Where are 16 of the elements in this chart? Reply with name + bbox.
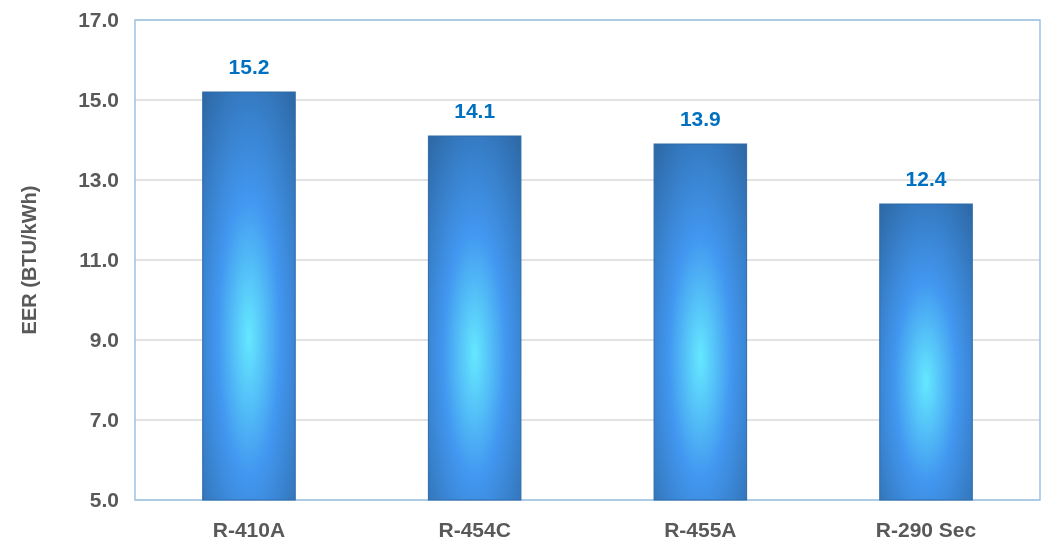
data-label: 15.2	[228, 55, 270, 78]
x-tick-label: R-410A	[212, 518, 286, 541]
y-tick-label: 13.0	[78, 168, 119, 192]
y-tick-label: 15.0	[78, 88, 119, 112]
x-tick-label: R-290 Sec	[875, 518, 977, 541]
data-label: 14.1	[454, 99, 496, 122]
x-tick-label: R-454C	[438, 518, 511, 541]
x-tick-label: R-455A	[664, 518, 737, 541]
y-tick-label: 11.0	[79, 248, 119, 272]
y-tick-label: 7.0	[89, 408, 119, 432]
y-tick-label: 9.0	[89, 328, 119, 352]
y-tick-label: 17.0	[78, 8, 119, 32]
data-label: 12.4	[905, 167, 947, 190]
y-axis-title: EER (BTU/kWh)	[18, 185, 40, 335]
data-label: 13.9	[679, 107, 721, 130]
y-tick-label: 5.0	[89, 488, 119, 512]
